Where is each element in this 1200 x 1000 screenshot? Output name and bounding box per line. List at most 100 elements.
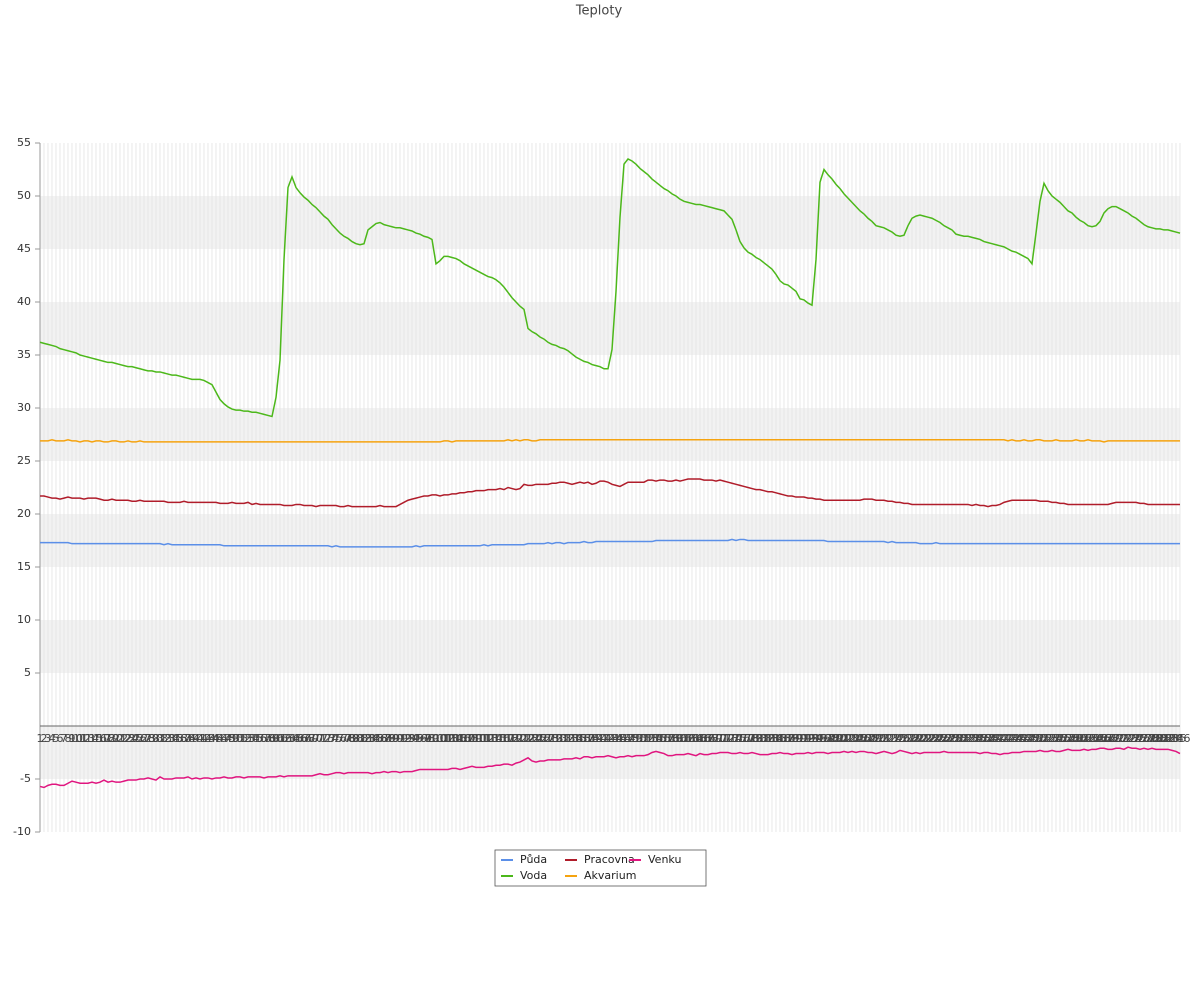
grid-band	[40, 620, 1180, 673]
x-tick-label: 161	[670, 732, 691, 745]
x-tick-label: 66	[293, 732, 307, 745]
x-tick-label: 4	[49, 732, 56, 745]
x-tick-label: 252	[1034, 732, 1055, 745]
x-tick-label: 32	[157, 732, 171, 745]
x-tick-label: 74	[325, 732, 339, 745]
x-tick-label: 39	[185, 732, 199, 745]
series-line	[39, 157, 1181, 418]
x-tick-label: 171	[710, 732, 731, 745]
x-tick-label: 193	[798, 732, 819, 745]
x-tick-label: 46	[213, 732, 227, 745]
x-tick-label: 280	[1146, 732, 1167, 745]
x-tick-label: 229	[942, 732, 963, 745]
x-tick-label: 140	[586, 732, 607, 745]
x-tick-label: 173	[718, 732, 739, 745]
grid-band	[40, 196, 1180, 249]
x-tick-label: 271	[1110, 732, 1131, 745]
x-tick-label: 131	[550, 732, 571, 745]
x-tick-label: 206	[850, 732, 871, 745]
x-tick-label: 221	[910, 732, 931, 745]
x-tick-label: 132	[554, 732, 575, 745]
y-tick-label: 55	[17, 136, 31, 149]
x-tick-label: 256	[1050, 732, 1071, 745]
x-tick-label: 86	[373, 732, 387, 745]
x-tick-label: 199	[822, 732, 843, 745]
x-tick-label: 15	[89, 732, 103, 745]
x-tick-label: 75	[329, 732, 343, 745]
x-tick-label: 10	[69, 732, 83, 745]
grid	[39, 143, 1181, 832]
x-tick-label: 251	[1030, 732, 1051, 745]
x-tick-label: 176	[730, 732, 751, 745]
x-tick-label: 85	[369, 732, 383, 745]
x-tick-label: 239	[982, 732, 1003, 745]
x-tick-label: 94	[405, 732, 419, 745]
x-tick-label: 3	[45, 732, 52, 745]
x-tick-label: 152	[634, 732, 655, 745]
x-tick-label: 260	[1066, 732, 1087, 745]
x-tick-label: 102	[434, 732, 455, 745]
x-tick-label: 189	[782, 732, 803, 745]
x-tick-label: 227	[934, 732, 955, 745]
x-tick-label: 42	[197, 732, 211, 745]
x-tick-label: 190	[786, 732, 807, 745]
x-tick-label: 109	[462, 732, 483, 745]
x-tick-label: 150	[626, 732, 647, 745]
x-tick-label: 19	[105, 732, 119, 745]
x-tick-label: 283	[1158, 732, 1179, 745]
x-tick-label: 116	[490, 732, 511, 745]
x-tick-label: 137	[574, 732, 595, 745]
x-tick-label: 203	[838, 732, 859, 745]
x-tick-label: 55	[249, 732, 263, 745]
x-tick-label: 124	[522, 732, 543, 745]
x-tick-label: 214	[882, 732, 903, 745]
x-tick-label: 71	[313, 732, 327, 745]
x-tick-label: 35	[169, 732, 183, 745]
chart-title: Teploty	[575, 4, 623, 19]
x-tick-label: 114	[482, 732, 503, 745]
x-tick-label: 34	[165, 732, 179, 745]
x-tick-label: 77	[337, 732, 351, 745]
x-tick-label: 24	[125, 732, 139, 745]
x-tick-label: 93	[401, 732, 415, 745]
x-tick-label: 65	[289, 732, 303, 745]
x-tick-label: 259	[1062, 732, 1083, 745]
grid-band	[40, 408, 1180, 461]
x-tick-label: 68	[301, 732, 315, 745]
x-tick-label: 21	[113, 732, 127, 745]
x-tick-label: 270	[1106, 732, 1127, 745]
x-tick-label: 31	[153, 732, 167, 745]
x-tick-label: 146	[610, 732, 631, 745]
x-tick-label: 249	[1022, 732, 1043, 745]
x-tick-label: 30	[149, 732, 163, 745]
x-tick-label: 284	[1162, 732, 1183, 745]
x-tick-label: 238	[978, 732, 999, 745]
x-tick-label: 53	[241, 732, 255, 745]
x-tick-label: 80	[349, 732, 363, 745]
x-tick-label: 163	[678, 732, 699, 745]
x-tick-label: 223	[918, 732, 939, 745]
x-tick-label: 195	[806, 732, 827, 745]
x-tick-label: 155	[646, 732, 667, 745]
x-tick-label: 192	[794, 732, 815, 745]
x-tick-label: 213	[878, 732, 899, 745]
x-tick-label: 123	[518, 732, 539, 745]
x-tick-label: 273	[1118, 732, 1139, 745]
x-tick-label: 111	[470, 732, 491, 745]
y-tick-label: 5	[24, 666, 31, 679]
x-tick-label: 142	[594, 732, 615, 745]
x-tick-label: 117	[494, 732, 515, 745]
x-tick-label: 220	[906, 732, 927, 745]
x-tick-label: 198	[818, 732, 839, 745]
x-tick-label: 90	[389, 732, 403, 745]
x-tick-label: 217	[894, 732, 915, 745]
y-tick-label: 50	[17, 189, 31, 202]
x-tick-label: 261	[1070, 732, 1091, 745]
x-tick-label: 211	[870, 732, 891, 745]
legend-label: Akvarium	[584, 869, 636, 882]
y-tick-label: -10	[13, 825, 31, 838]
x-tick-label: 254	[1042, 732, 1063, 745]
x-tick-label: 78	[341, 732, 355, 745]
x-tick-label: 148	[618, 732, 639, 745]
x-tick-label: 263	[1078, 732, 1099, 745]
